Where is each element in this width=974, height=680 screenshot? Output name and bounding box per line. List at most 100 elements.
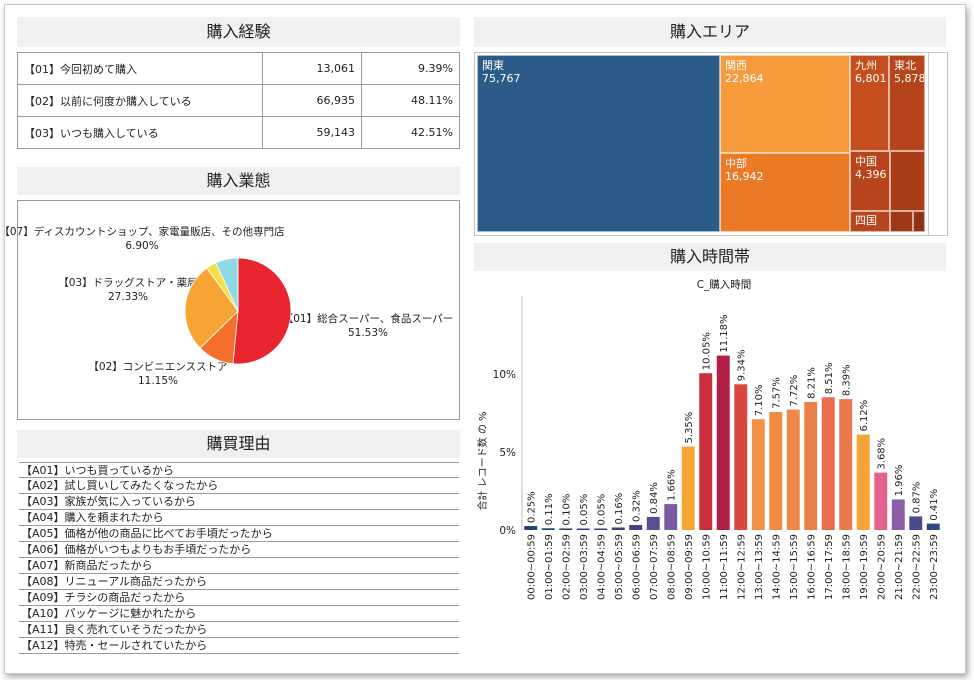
x-tick-label: 07:00~07:59 (649, 534, 660, 600)
x-tick-label: 12:00~12:59 (736, 534, 747, 600)
bar[interactable] (926, 523, 940, 530)
bar[interactable] (821, 397, 835, 530)
treemap-cell-kyushu[interactable]: 九州 6,801 (850, 55, 889, 151)
treemap-cell-name: 四国 (855, 214, 877, 227)
pie-label-03-name: 【03】ドラッグストア・薬局 (58, 276, 197, 289)
row-pct: 48.11% (361, 84, 460, 117)
bar[interactable] (891, 499, 905, 530)
list-item[interactable]: 【A04】購入を頼まれたから (19, 510, 459, 526)
row-count: 13,061 (262, 52, 362, 85)
x-tick-label: 05:00~05:59 (614, 534, 625, 600)
bar[interactable] (611, 527, 625, 530)
list-item[interactable]: 【A08】リニューアル商品だったから (19, 574, 459, 590)
treemap-cell-shikoku[interactable]: 四国 (850, 211, 890, 232)
treemap-cell-kansai[interactable]: 関西 22,864 (720, 55, 850, 153)
pie-label-07-name: 【07】ディスカウントショップ、家電量販店、その他専門店 (0, 225, 285, 238)
treemap-cell-chugoku[interactable]: 中国 4,396 (850, 151, 890, 211)
bar[interactable] (874, 472, 888, 530)
bar-value-label: 0.87% (911, 482, 922, 514)
treemap-cell-name: 中国 (855, 155, 877, 168)
bar[interactable] (751, 419, 765, 530)
bar-value-label: 0.84% (649, 482, 660, 514)
treemap-cell-other-3[interactable] (913, 211, 925, 232)
bar[interactable] (839, 399, 853, 530)
bar[interactable] (856, 434, 870, 530)
pie-label-07-pct: 6.90% (125, 240, 158, 252)
table-row[interactable]: 【03】いつも購入している 59,143 42.51% (17, 116, 460, 149)
bar-value-label: 7.10% (754, 384, 765, 416)
x-tick-label: 22:00~22:59 (911, 534, 922, 600)
purchase-time-bar-chart: C_購入時間 合計 レコード数 の % 0% 5% 10% 0.25% 00:00~00… (476, 278, 940, 600)
bar-value-label: 1.66% (666, 469, 677, 501)
pie-label-01-name: 【01】総合スーパー、食品スーパー (283, 312, 454, 325)
treemap-cell-name: 中部 (725, 157, 747, 170)
purchase-experience-header: 購入経験 (17, 17, 460, 47)
purchase-time-header: 購入時間帯 (474, 243, 946, 271)
bar[interactable] (734, 384, 748, 530)
treemap-cell-value: 6,801 (855, 72, 887, 85)
list-item[interactable]: 【A11】良く売れていそうだったから (19, 622, 459, 638)
table-row[interactable]: 【02】以前に何度か購入している 66,935 48.11% (17, 84, 460, 117)
y-tick-label: 5% (499, 447, 516, 459)
pie-slice[interactable] (232, 257, 292, 365)
pie-label-03-pct: 27.33% (108, 291, 148, 303)
y-axis-label: 合計 レコード数 の % (476, 411, 489, 510)
table-row[interactable]: 【01】今回初めて購入 13,061 9.39% (17, 52, 460, 85)
list-item[interactable]: 【A05】価格が他の商品に比べてお手頃だったから (19, 526, 459, 542)
bar[interactable] (646, 516, 660, 530)
x-tick-label: 15:00~15:59 (789, 534, 800, 600)
bar[interactable] (576, 528, 590, 531)
treemap-cell-name: 関西 (725, 59, 747, 72)
x-tick-label: 16:00~16:59 (806, 534, 817, 600)
bar-value-label: 10.05% (701, 332, 712, 370)
list-item[interactable]: 【A01】いつも買っているから (19, 462, 459, 478)
purchase-format-header: 購入業態 (17, 167, 460, 195)
bar[interactable] (786, 409, 800, 530)
treemap-cell-kanto[interactable]: 関東 75,767 (477, 55, 720, 232)
bar[interactable] (594, 528, 608, 531)
treemap-cell-tohoku[interactable]: 東北 5,878 (889, 55, 925, 151)
list-item[interactable]: 【A12】特売・セールされていたから (19, 638, 459, 654)
bar[interactable] (769, 411, 783, 530)
bar-value-label: 7.72% (789, 375, 800, 407)
treemap-cell-other-1[interactable] (890, 151, 925, 211)
list-item[interactable]: 【A03】家族が気に入っているから (19, 494, 459, 510)
bar[interactable] (559, 528, 573, 530)
bar-value-label: 8.21% (806, 367, 817, 399)
bar[interactable] (804, 401, 818, 530)
list-item[interactable]: 【A10】パッケージに魅かれたから (19, 606, 459, 622)
list-item[interactable]: 【A06】価格がいつもよりもお手頃だったから (19, 542, 459, 558)
bar[interactable] (629, 525, 643, 530)
purchase-area-title: 購入エリア (669, 22, 750, 41)
x-tick-label: 23:00~23:59 (929, 534, 940, 600)
x-tick-label: 20:00~20:59 (876, 534, 887, 600)
purchase-area-header: 購入エリア (474, 17, 946, 47)
pie-slice[interactable] (215, 257, 239, 312)
x-tick-label: 14:00~14:59 (771, 534, 782, 600)
row-count: 66,935 (262, 84, 362, 117)
x-tick-label: 06:00~06:59 (631, 534, 642, 600)
pie-slice[interactable] (184, 267, 239, 349)
treemap-cell-chubu[interactable]: 中部 16,942 (720, 153, 850, 232)
purchase-format-title: 購入業態 (206, 171, 271, 190)
bar[interactable] (699, 373, 713, 530)
x-tick-label: 19:00~19:59 (859, 534, 870, 600)
x-tick-label: 11:00~11:59 (719, 534, 730, 600)
x-tick-label: 18:00~18:59 (841, 534, 852, 600)
list-item[interactable]: 【A09】チラシの商品だったから (19, 590, 459, 606)
bar-value-label: 0.32% (631, 490, 642, 522)
bar[interactable] (664, 504, 678, 530)
list-item[interactable]: 【A07】新商品だったから (19, 558, 459, 574)
bar-value-label: 0.11% (544, 494, 555, 526)
list-item[interactable]: 【A02】試し買いしてみたくなったから (19, 478, 459, 494)
row-label: 【01】今回初めて購入 (17, 52, 263, 85)
treemap-cell-other-2[interactable] (890, 211, 913, 232)
bar-value-label: 5.35% (684, 412, 695, 444)
treemap-cell-name: 九州 (855, 59, 877, 72)
bar[interactable] (909, 516, 923, 530)
bar[interactable] (716, 355, 730, 530)
bar[interactable] (541, 528, 555, 530)
bar[interactable] (681, 446, 695, 530)
bar[interactable] (524, 526, 538, 530)
